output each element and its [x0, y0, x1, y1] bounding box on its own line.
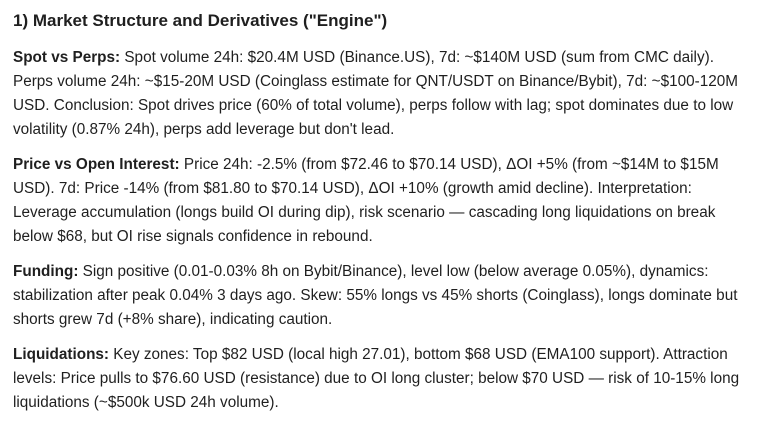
paragraph-text: Key zones: Top $82 USD (local high 27.01… — [13, 346, 740, 411]
paragraph: Spot vs Perps: Spot volume 24h: $20.4M U… — [13, 46, 751, 142]
paragraph: Funding: Sign positive (0.01-0.03% 8h on… — [13, 260, 751, 332]
paragraph-text: Spot volume 24h: $20.4M USD (Binance.US)… — [13, 49, 738, 138]
document: 1) Market Structure and Derivatives ("En… — [13, 11, 751, 415]
paragraph-label: Liquidations: — [13, 346, 110, 363]
paragraph-text: Sign positive (0.01-0.03% 8h on Bybit/Bi… — [13, 263, 738, 328]
heading: 1) Market Structure and Derivatives ("En… — [13, 11, 388, 30]
paragraph: Price vs Open Interest: Price 24h: -2.5%… — [13, 153, 751, 249]
paragraph-text: Price 24h: -2.5% (from $72.46 to $70.14 … — [13, 156, 719, 245]
paragraph-label: Price vs Open Interest: — [13, 156, 180, 173]
paragraph-label: Funding: — [13, 263, 79, 280]
paragraph: Liquidations: Key zones: Top $82 USD (lo… — [13, 343, 751, 415]
paragraph-label: Spot vs Perps: — [13, 49, 121, 66]
